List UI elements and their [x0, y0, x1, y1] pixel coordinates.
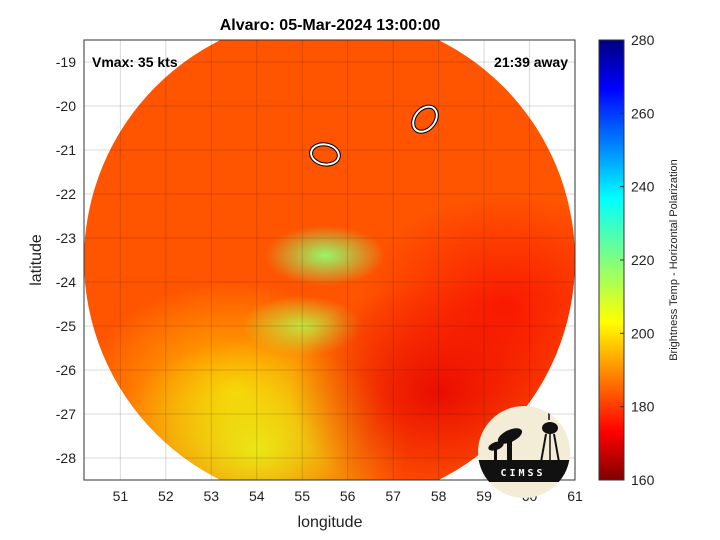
x-tick-label: 55 — [294, 488, 310, 504]
y-ticks: -19 -20 -21 -22 -23 -24 -25 -26 -27 -28 — [56, 54, 76, 466]
cimss-logo: CIMSS — [478, 406, 570, 498]
vmax-annotation: Vmax: 35 kts — [92, 54, 178, 70]
cold-region-2 — [356, 194, 575, 414]
colorbar-tick-label: 180 — [631, 399, 655, 415]
y-tick-label: -24 — [56, 274, 76, 290]
x-tick-label: 53 — [204, 488, 220, 504]
x-tick-label: 57 — [385, 488, 401, 504]
colorbar-tick-label: 160 — [631, 472, 655, 488]
y-tick-label: -26 — [56, 362, 76, 378]
colorbar-ticks: 160 180 200 220 240 260 280 — [620, 32, 655, 488]
y-tick-label: -23 — [56, 230, 76, 246]
colorbar-label: Brightness Temp - Horizontal Polarizatio… — [668, 159, 680, 361]
y-tick-label: -19 — [56, 54, 76, 70]
y-tick-label: -27 — [56, 406, 76, 422]
y-tick-label: -20 — [56, 98, 76, 114]
y-tick-label: -22 — [56, 186, 76, 202]
contour-1 — [310, 143, 340, 166]
x-tick-label: 59 — [476, 488, 492, 504]
contours — [309, 104, 439, 167]
logo-text: CIMSS — [500, 468, 545, 479]
colorbar-tick-label: 200 — [631, 325, 655, 341]
x-tick-label: 56 — [340, 488, 356, 504]
x-ticks: 5152535455565758596061 — [113, 488, 583, 504]
warm-spot-1 — [264, 225, 385, 286]
x-tick-label: 51 — [113, 488, 129, 504]
chart-title: Alvaro: 05-Mar-2024 13:00:00 — [220, 17, 441, 34]
y-tick-label: -25 — [56, 318, 76, 334]
time-offset-annotation: 21:39 away — [494, 54, 568, 70]
contour-2 — [412, 105, 438, 133]
colorbar-tick-label: 260 — [631, 105, 655, 121]
y-tick-label: -28 — [56, 450, 76, 466]
y-tick-label: -21 — [56, 142, 76, 158]
x-tick-label: 61 — [567, 488, 583, 504]
axes-frame — [83, 39, 576, 481]
x-tick-label: 58 — [431, 488, 447, 504]
x-tick-label: 52 — [158, 488, 174, 504]
colorbar-tick-label: 220 — [631, 252, 655, 268]
colorbar-tick-label: 240 — [631, 179, 655, 195]
x-tick-label: 54 — [249, 488, 265, 504]
x-axis-label: longitude — [298, 514, 363, 531]
y-axis-label: latitude — [28, 234, 45, 286]
colorbar-tick-label: 280 — [631, 32, 655, 48]
